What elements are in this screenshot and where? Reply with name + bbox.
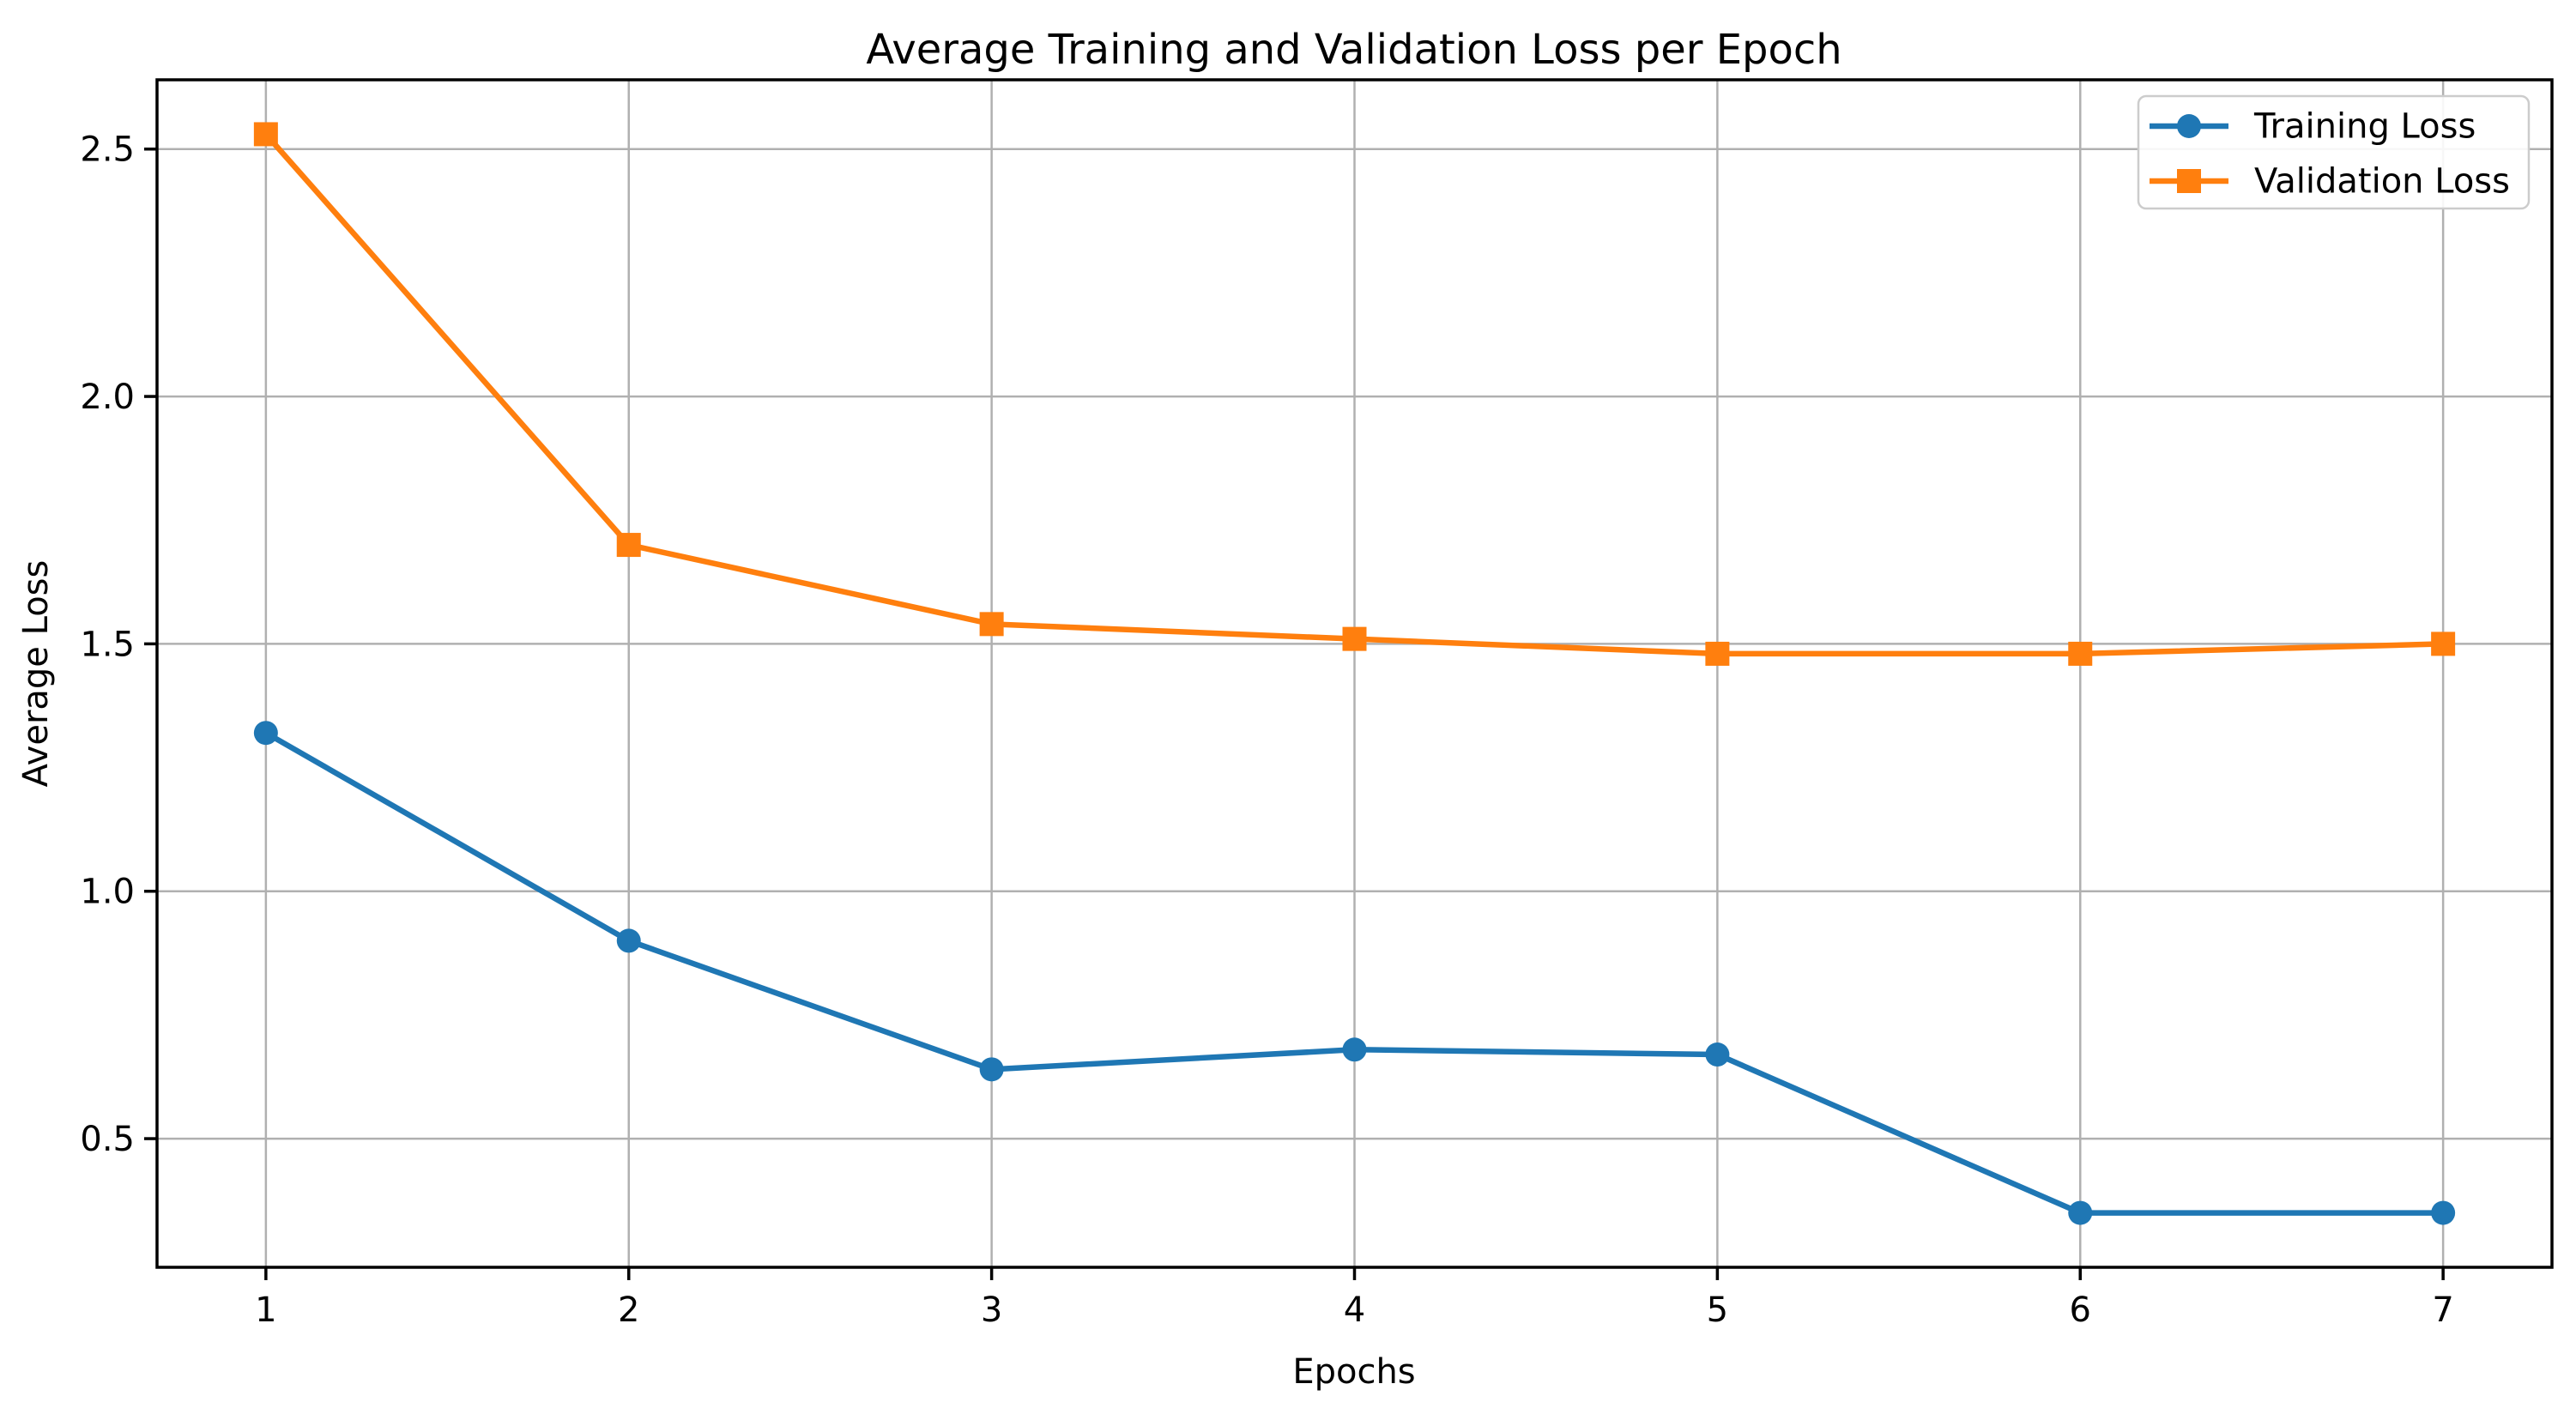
grid-layer [157, 80, 2552, 1267]
x-tick-label: 3 [981, 1290, 1002, 1330]
legend-sample-marker [2177, 169, 2201, 193]
training-loss-marker [979, 1057, 1004, 1082]
legend-item: Validation Loss [2150, 162, 2510, 202]
y-tick-label: 2.0 [80, 378, 135, 417]
training-loss-marker [253, 721, 278, 746]
x-axis-label: Epochs [1292, 1352, 1415, 1392]
legend-items: Training Loss Validation Loss [2150, 107, 2510, 202]
training-loss-marker [2431, 1200, 2456, 1225]
validation-loss-marker [1705, 641, 1730, 666]
training-loss-marker [2068, 1200, 2093, 1225]
validation-loss-marker [1342, 626, 1367, 651]
legend-sample-marker [2177, 114, 2201, 138]
x-tick-label: 5 [1707, 1290, 1728, 1330]
x-tick-label: 1 [255, 1290, 276, 1330]
validation-loss-marker [979, 612, 1004, 637]
training-loss-marker [616, 928, 641, 953]
legend-label: Training Loss [2253, 107, 2476, 147]
x-tick-label: 6 [2070, 1290, 2091, 1330]
tick-label-layer: 1 2 3 4 5 6 7 0.5 1.0 1.5 2.0 2.5 [80, 130, 2453, 1330]
training-loss-marker [1342, 1037, 1367, 1062]
legend-frame [2137, 94, 2531, 210]
y-tick-label: 1.0 [80, 873, 135, 912]
y-tick-label: 1.5 [80, 625, 135, 664]
validation-loss-marker [616, 533, 641, 558]
x-tick-label: 4 [1344, 1290, 1365, 1330]
legend-label: Validation Loss [2254, 162, 2510, 202]
validation-loss-marker [2431, 632, 2456, 656]
y-axis-label: Average Loss [16, 560, 56, 788]
validation-loss-marker [2068, 641, 2093, 666]
training-loss-marker [1705, 1042, 1730, 1067]
x-tick-label: 2 [618, 1290, 639, 1330]
x-tick-label: 7 [2432, 1290, 2453, 1330]
legend: Training Loss Validation Loss [2137, 94, 2531, 210]
legend-item: Training Loss [2150, 107, 2476, 147]
validation-loss-marker [253, 122, 278, 147]
series-layer [253, 122, 2456, 1225]
y-tick-label: 2.5 [80, 130, 135, 170]
y-tick-label: 0.5 [80, 1120, 135, 1159]
tick-layer [144, 147, 2445, 1280]
chart-title: Average Training and Validation Loss per… [866, 26, 1841, 74]
